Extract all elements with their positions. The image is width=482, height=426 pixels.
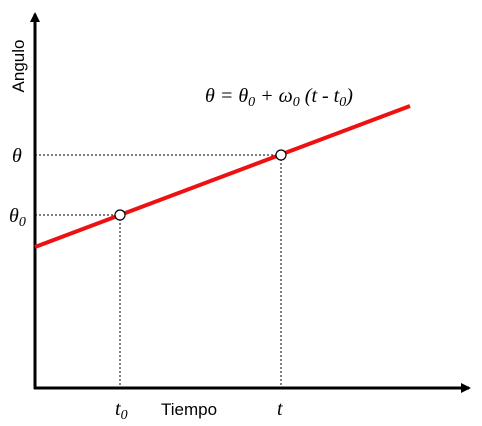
equation: θ = θ0 + ω0 (t - t0) [205,85,353,110]
y-axis-label: Angulo [9,40,28,93]
y-marker: θ [12,145,22,167]
point [275,149,287,161]
x-marker: t [277,398,283,420]
angle-line [34,104,411,249]
y-marker: θ0 [9,205,26,230]
x-axis-label: Tiempo [161,400,217,419]
point [114,209,126,221]
guides [35,154,282,388]
x-marker: t0 [115,398,128,423]
